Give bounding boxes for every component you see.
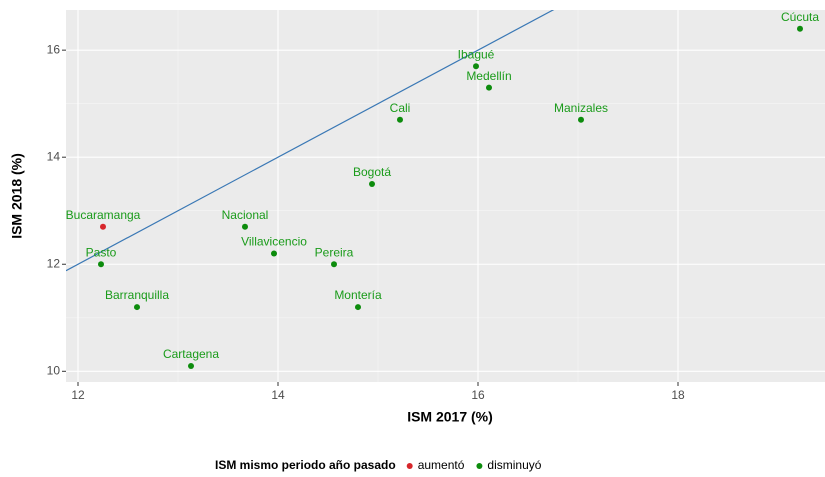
point bbox=[188, 362, 194, 369]
point-label: Barranquilla bbox=[105, 288, 169, 302]
y-tick-label: 16 bbox=[47, 42, 61, 56]
point-label: Bucaramanga bbox=[66, 208, 141, 222]
y-tick-label: 12 bbox=[47, 256, 61, 270]
point-label: Cali bbox=[390, 101, 411, 115]
legend-label: aumentó bbox=[418, 458, 465, 472]
point bbox=[486, 84, 492, 91]
y-axis-title: ISM 2018 (%) bbox=[9, 153, 25, 239]
y-tick-label: 10 bbox=[47, 363, 61, 377]
panel bbox=[66, 10, 825, 382]
grid bbox=[66, 10, 825, 382]
point bbox=[134, 304, 140, 311]
point-label: Cúcuta bbox=[781, 10, 819, 24]
point-label: Pereira bbox=[315, 245, 354, 259]
point bbox=[100, 223, 106, 230]
point bbox=[397, 116, 403, 123]
point bbox=[242, 223, 248, 230]
x-axis-title: ISM 2017 (%) bbox=[407, 409, 493, 425]
point bbox=[271, 250, 277, 257]
x-tick-label: 14 bbox=[271, 388, 285, 402]
point bbox=[98, 261, 104, 268]
point-label: Medellín bbox=[466, 69, 511, 83]
point-label: Manizales bbox=[554, 101, 608, 115]
reference-line bbox=[66, 10, 555, 272]
legend-label: disminuyó bbox=[487, 458, 541, 472]
y-tick-label: 14 bbox=[47, 149, 61, 163]
legend: ISM mismo periodo año pasado aumentó dismi… bbox=[215, 458, 542, 472]
point bbox=[578, 116, 584, 123]
point bbox=[331, 261, 337, 268]
marks: Bucaramanga Pasto Barranquilla Cartagena Nac… bbox=[66, 10, 819, 369]
point-label: Villavicencio bbox=[241, 235, 307, 249]
x-tick-label: 18 bbox=[671, 388, 685, 402]
x-tick-label: 16 bbox=[471, 388, 485, 402]
point bbox=[473, 63, 479, 70]
legend-title: ISM mismo periodo año pasado bbox=[215, 458, 396, 472]
point-label: Ibagué bbox=[458, 47, 495, 61]
point-label: Cartagena bbox=[163, 347, 219, 361]
axes: 12 14 16 18 10 12 14 16 bbox=[47, 42, 685, 402]
point bbox=[797, 25, 803, 32]
point-label: Montería bbox=[334, 288, 382, 302]
point-label: Bogotá bbox=[353, 165, 391, 179]
point-label: Nacional bbox=[222, 208, 269, 222]
point-label: Pasto bbox=[86, 245, 117, 259]
point bbox=[369, 180, 375, 187]
point bbox=[355, 304, 361, 311]
legend-swatch bbox=[406, 463, 413, 469]
x-tick-label: 12 bbox=[71, 388, 85, 402]
legend-swatch bbox=[476, 463, 483, 469]
